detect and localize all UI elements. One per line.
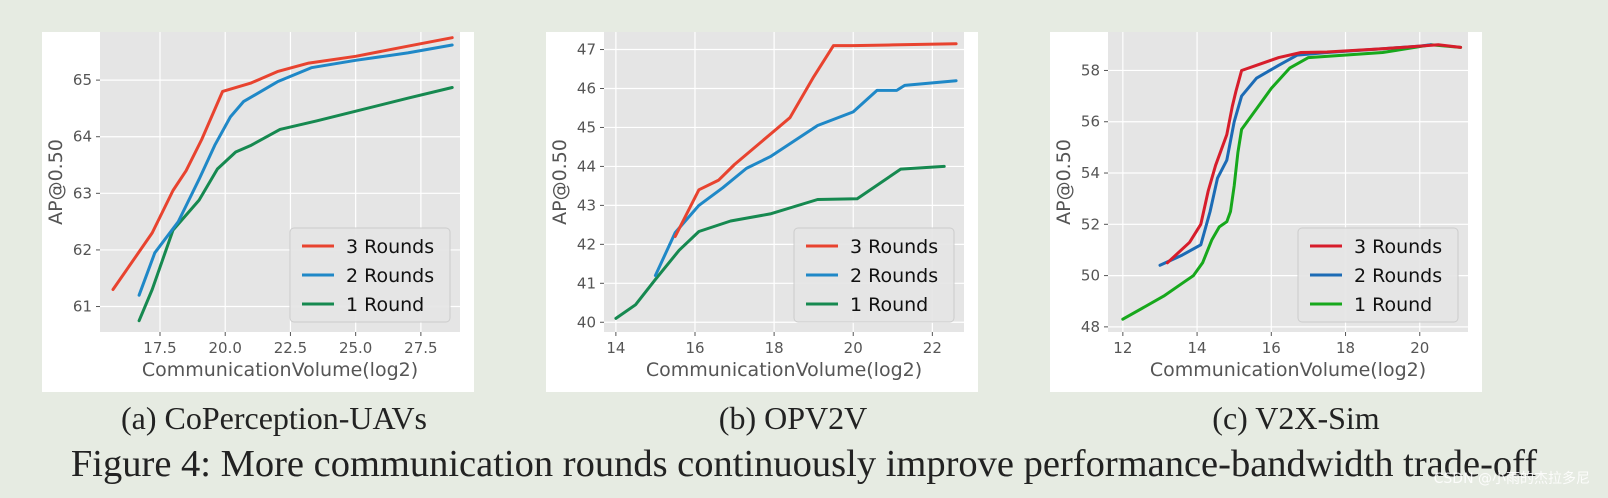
x-tick-label: 20 (1410, 339, 1429, 357)
x-tick-label: 17.5 (143, 339, 176, 357)
legend-label: 2 Rounds (346, 265, 434, 287)
y-tick-label: 46 (577, 79, 596, 97)
y-tick-label: 64 (73, 128, 92, 146)
series-line-1-round (614, 164, 946, 320)
legend-label: 3 Rounds (346, 236, 434, 258)
series-line-1-round (1121, 43, 1463, 321)
x-tick-label: 16 (685, 339, 704, 357)
legend-label: 1 Round (346, 294, 424, 316)
legend-label: 3 Rounds (1354, 236, 1442, 258)
y-axis-label: AP@0.50 (1053, 139, 1075, 225)
y-tick-label: 58 (1081, 61, 1100, 79)
x-tick-label: 22 (923, 339, 942, 357)
y-axis-label: AP@0.50 (45, 139, 67, 225)
chart-panel-b: 14 16 18 20 22 40 41 42 43 44 45 46 47 CommunicationV… (546, 32, 978, 392)
y-tick-label: 40 (577, 313, 596, 331)
y-tick-label: 45 (577, 118, 596, 136)
legend-label: 1 Round (850, 294, 928, 316)
y-tick-label: 63 (73, 184, 92, 202)
series-line-1-round (137, 86, 454, 323)
y-tick-label: 61 (73, 298, 92, 316)
x-axis-label: CommunicationVolume(log2) (646, 359, 922, 381)
series-line-3-rounds (673, 42, 958, 238)
x-axis-label: CommunicationVolume(log2) (142, 359, 418, 381)
x-tick-label: 22.5 (274, 339, 307, 357)
x-tick-label: 14 (606, 339, 625, 357)
legend-box (793, 227, 955, 323)
y-tick-label: 47 (577, 41, 596, 59)
legend-box (289, 227, 451, 323)
x-axis-label: CommunicationVolume(log2) (1150, 359, 1426, 381)
legend-label: 2 Rounds (1354, 265, 1442, 287)
chart-panel-a: 17.5 20.0 22.5 25.0 27.5 61 62 63 64 65 Communicat… (42, 32, 474, 392)
y-tick-label: 65 (73, 71, 92, 89)
x-tick-label: 12 (1113, 339, 1132, 357)
y-tick-label: 50 (1081, 267, 1100, 285)
y-tick-label: 48 (1081, 318, 1100, 336)
y-tick-label: 56 (1081, 113, 1100, 131)
chart-svg-c: 12 14 16 18 20 48 50 52 54 56 58 CommunicationVolum… (1050, 32, 1482, 392)
y-tick-label: 52 (1081, 215, 1100, 233)
subcaption-c: (c) V2X-Sim (1212, 400, 1380, 436)
x-tick-label: 16 (1262, 339, 1281, 357)
series-line-2-rounds (137, 43, 454, 297)
y-tick-label: 43 (577, 196, 596, 214)
legend-label: 1 Round (1354, 294, 1432, 316)
x-tick-label: 20 (844, 339, 863, 357)
y-tick-label: 44 (577, 157, 596, 175)
x-tick-label: 27.5 (404, 339, 437, 357)
series-line-3-rounds (1165, 43, 1463, 265)
y-tick-label: 42 (577, 235, 596, 253)
legend-label: 3 Rounds (850, 236, 938, 258)
subcaption-b: (b) OPV2V (718, 400, 868, 436)
watermark: CSDN @小雨的杰拉多尼 (1433, 471, 1590, 487)
y-axis-label: AP@0.50 (549, 139, 571, 225)
series-line-3-rounds (111, 36, 454, 291)
chart-svg-b: 14 16 18 20 22 40 41 42 43 44 45 46 47 CommunicationV… (546, 32, 978, 392)
figure-caption: Figure 4: More communication rounds cont… (70, 443, 1538, 485)
legend-box (1297, 227, 1459, 323)
x-tick-label: 25.0 (339, 339, 372, 357)
chart-svg-a: 17.5 20.0 22.5 25.0 27.5 61 62 63 64 65 Communicat… (42, 32, 474, 392)
y-tick-label: 41 (577, 274, 596, 292)
series-line-2-rounds (653, 79, 958, 277)
x-tick-label: 14 (1188, 339, 1207, 357)
y-tick-label: 54 (1081, 164, 1100, 182)
x-tick-label: 18 (1336, 339, 1355, 357)
subcaption-a: (a) CoPerception-UAVs (120, 400, 427, 436)
x-tick-label: 20.0 (209, 339, 242, 357)
legend-label: 2 Rounds (850, 265, 938, 287)
y-tick-label: 62 (73, 241, 92, 259)
x-tick-label: 18 (765, 339, 784, 357)
chart-panel-c: 12 14 16 18 20 48 50 52 54 56 58 CommunicationVolum… (1050, 32, 1482, 392)
